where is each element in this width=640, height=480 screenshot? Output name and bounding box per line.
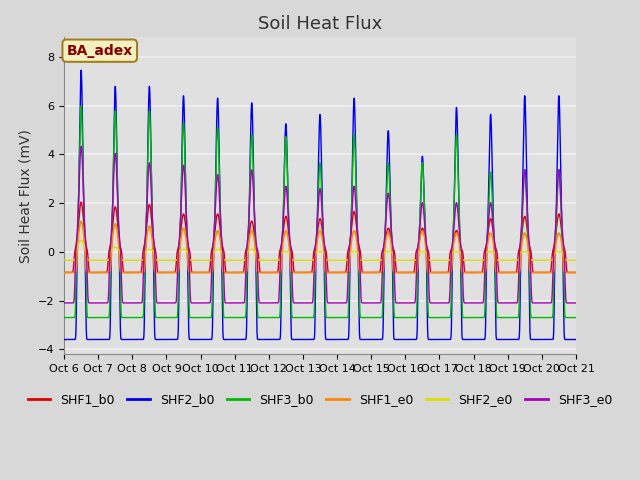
SHF2_e0 xyxy=(77,237,85,243)
SHF1_b0 xyxy=(463,270,471,276)
Line: SHF1_e0: SHF1_e0 xyxy=(64,221,576,273)
SHF3_e0 xyxy=(301,300,308,306)
SHF3_b0 xyxy=(572,315,580,321)
SHF2_e0 xyxy=(152,257,160,263)
Text: BA_adex: BA_adex xyxy=(67,44,133,58)
SHF2_e0 xyxy=(572,257,579,263)
SHF2_e0 xyxy=(301,257,308,263)
SHF3_e0 xyxy=(572,300,580,306)
SHF3_e0 xyxy=(77,144,85,149)
SHF1_b0 xyxy=(77,199,85,205)
SHF2_b0 xyxy=(572,336,580,342)
SHF3_b0 xyxy=(572,315,579,321)
SHF1_b0 xyxy=(60,270,68,276)
SHF3_e0 xyxy=(572,300,579,306)
SHF3_e0 xyxy=(406,300,414,306)
Line: SHF3_e0: SHF3_e0 xyxy=(64,146,576,303)
SHF1_e0 xyxy=(60,270,68,276)
SHF1_b0 xyxy=(301,270,308,276)
Line: SHF2_b0: SHF2_b0 xyxy=(64,70,576,339)
SHF3_e0 xyxy=(435,300,442,306)
SHF1_b0 xyxy=(435,270,442,276)
SHF2_b0 xyxy=(406,336,414,342)
SHF1_b0 xyxy=(572,270,580,276)
SHF3_b0 xyxy=(463,315,471,321)
SHF2_b0 xyxy=(301,336,308,342)
SHF3_e0 xyxy=(60,300,68,306)
SHF1_e0 xyxy=(301,270,308,276)
SHF2_e0 xyxy=(406,257,414,263)
SHF1_b0 xyxy=(572,270,579,276)
SHF2_b0 xyxy=(572,336,579,342)
SHF3_b0 xyxy=(301,315,308,321)
SHF1_e0 xyxy=(152,270,160,276)
SHF1_b0 xyxy=(152,253,160,259)
Legend: SHF1_b0, SHF2_b0, SHF3_b0, SHF1_e0, SHF2_e0, SHF3_e0: SHF1_b0, SHF2_b0, SHF3_b0, SHF1_e0, SHF2… xyxy=(23,388,617,411)
SHF3_b0 xyxy=(406,315,414,321)
SHF2_e0 xyxy=(60,257,68,263)
SHF2_b0 xyxy=(60,336,68,342)
Y-axis label: Soil Heat Flux (mV): Soil Heat Flux (mV) xyxy=(19,129,32,263)
SHF1_e0 xyxy=(572,270,580,276)
SHF2_b0 xyxy=(152,336,160,342)
SHF2_b0 xyxy=(435,336,442,342)
Line: SHF3_b0: SHF3_b0 xyxy=(64,106,576,318)
Title: Soil Heat Flux: Soil Heat Flux xyxy=(258,15,382,33)
SHF3_b0 xyxy=(60,315,68,321)
SHF2_e0 xyxy=(435,257,442,263)
SHF2_b0 xyxy=(463,336,471,342)
SHF1_e0 xyxy=(77,218,85,224)
SHF3_b0 xyxy=(77,103,85,109)
Line: SHF2_e0: SHF2_e0 xyxy=(64,240,576,260)
SHF3_e0 xyxy=(463,300,471,306)
SHF1_b0 xyxy=(406,270,414,276)
SHF2_e0 xyxy=(463,257,471,263)
SHF1_e0 xyxy=(463,270,471,276)
SHF3_e0 xyxy=(152,293,160,299)
SHF2_b0 xyxy=(77,67,85,73)
SHF3_b0 xyxy=(152,315,160,321)
SHF1_e0 xyxy=(406,270,414,276)
SHF2_e0 xyxy=(572,257,580,263)
SHF1_e0 xyxy=(572,270,579,276)
SHF3_b0 xyxy=(435,315,442,321)
SHF1_e0 xyxy=(435,270,442,276)
Line: SHF1_b0: SHF1_b0 xyxy=(64,202,576,273)
